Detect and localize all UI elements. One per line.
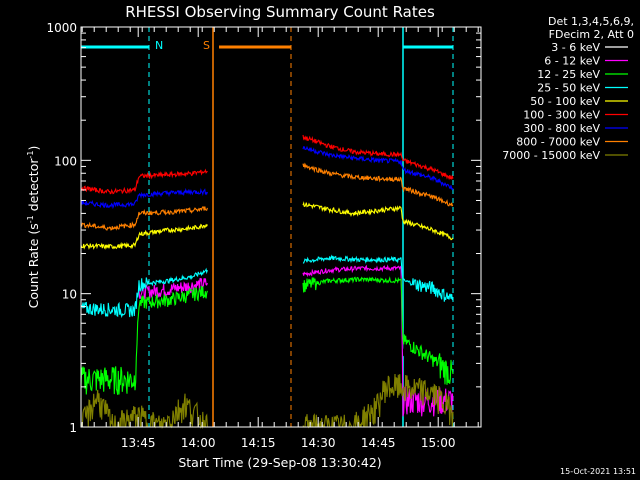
- y-tick-label: 1: [69, 421, 77, 435]
- series-8: [80, 373, 454, 430]
- series-0-trace-0: [138, 326, 208, 350]
- y-axis: 1 10 100 1000: [46, 21, 481, 435]
- y-axis-label: Count Rate (s-1 detector-1): [26, 146, 41, 309]
- legend-entry-label: 300 - 800 keV: [523, 122, 600, 135]
- legend: Det 1,3,4,5,6,9,FDecim 2, Att 03 - 6 keV…: [502, 15, 634, 162]
- legend-entry-label: 50 - 100 keV: [530, 95, 600, 108]
- footer-stamp: 15-Oct-2021 13:51: [560, 467, 636, 476]
- x-axis-label: Start Time (29-Sep-08 13:30:42): [178, 455, 381, 470]
- y-axis-label-sup2: -1: [26, 151, 35, 159]
- annotation-letter-0: N: [155, 39, 163, 52]
- y-axis-label-end: ): [26, 146, 41, 151]
- series-6: [80, 145, 454, 210]
- series-4: [80, 201, 453, 250]
- y-tick-label: 100: [54, 154, 77, 168]
- series-6-trace-1: [302, 145, 454, 191]
- series-7: [80, 162, 454, 231]
- series-2-trace-1: [302, 276, 454, 385]
- legend-entry-label: 7000 - 15000 keV: [502, 149, 600, 162]
- legend-entry-label: 800 - 7000 keV: [516, 136, 600, 149]
- y-axis-label-mid: detector: [26, 158, 41, 216]
- y-tick-label: 10: [62, 288, 77, 302]
- plot-frame: [80, 26, 482, 428]
- x-tick-label: 14:45: [361, 436, 396, 450]
- x-axis: 13:45 14:00 14:15 14:30 14:45 15:00: [81, 27, 479, 450]
- series-7-trace-0: [80, 206, 208, 231]
- series-3-trace-1: [302, 254, 454, 302]
- y-tick-label: 1000: [46, 21, 77, 35]
- legend-entry-label: 3 - 6 keV: [551, 41, 600, 54]
- y-axis-label-sup1: -1: [26, 215, 35, 223]
- series-8-trace-1: [302, 373, 454, 429]
- series-4-trace-0: [80, 223, 208, 250]
- legend-header-line: FDecim 2, Att 0: [549, 28, 634, 41]
- y-axis-label-main: Count Rate (s: [26, 223, 41, 308]
- series-3-trace-0: [80, 267, 208, 319]
- series-5: [80, 134, 454, 195]
- series-7-trace-1: [302, 162, 454, 207]
- chart-title: RHESSI Observing Summary Count Rates: [125, 3, 435, 21]
- legend-entry-label: 100 - 300 keV: [523, 109, 600, 122]
- annotation-letter-1: S: [203, 39, 210, 52]
- x-tick-label: 15:00: [421, 436, 456, 450]
- legend-entry-label: 6 - 12 keV: [544, 55, 600, 68]
- series-2-trace-0: [80, 286, 208, 395]
- x-tick-label: 14:15: [241, 436, 276, 450]
- x-tick-label: 14:00: [181, 436, 216, 450]
- series-5-trace-0: [80, 168, 208, 195]
- series-8-trace-0: [80, 389, 208, 430]
- series-4-trace-1: [302, 201, 453, 241]
- legend-entry-label: 12 - 25 keV: [537, 68, 600, 81]
- x-tick-label: 14:30: [301, 436, 336, 450]
- series-5-trace-1: [302, 134, 454, 181]
- series-6-trace-0: [80, 187, 208, 210]
- series-2: [80, 276, 454, 395]
- legend-header-line: Det 1,3,4,5,6,9,: [548, 15, 634, 28]
- series-3: [80, 254, 454, 319]
- legend-entry-label: 25 - 50 keV: [537, 82, 600, 95]
- x-tick-label: 13:45: [121, 436, 156, 450]
